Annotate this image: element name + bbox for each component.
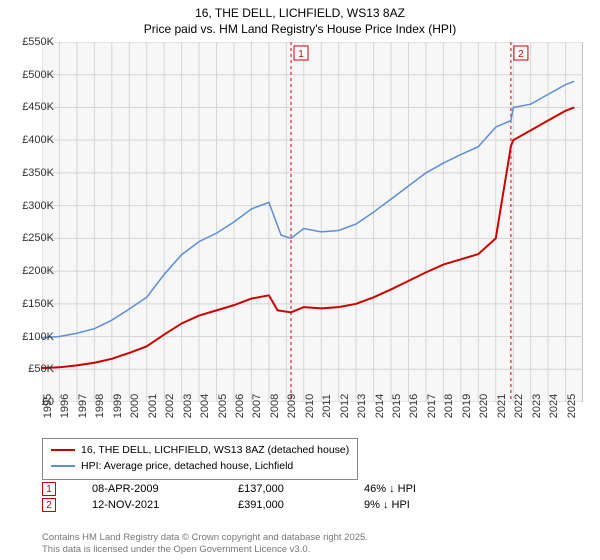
sales-row: 2 12-NOV-2021 £391,000 9% ↓ HPI [42,498,416,512]
y-tick-label: £200K [22,265,54,277]
y-tick-label: £550K [22,36,54,48]
x-tick-label: 2007 [251,394,263,418]
legend-label-hpi: HPI: Average price, detached house, Lich… [81,460,293,472]
y-tick-label: £500K [22,69,54,81]
x-tick-label: 2004 [199,394,211,418]
x-tick-label: 1999 [112,394,124,418]
x-tick-label: 2024 [548,394,560,418]
x-tick-label: 1997 [77,394,89,418]
x-tick-label: 2008 [269,394,281,418]
sales-table: 1 08-APR-2009 £137,000 46% ↓ HPI 2 12-NOV-202… [42,480,416,514]
legend: 16, THE DELL, LICHFIELD, WS13 8AZ (detac… [42,438,358,480]
x-tick-label: 2014 [374,394,386,418]
footer-line-2: This data is licensed under the Open Gov… [42,544,310,555]
sales-date: 08-APR-2009 [92,483,202,495]
footer-text: Contains HM Land Registry data © Crown c… [42,532,368,556]
title-line-2: Price paid vs. HM Land Registry's House … [144,22,456,36]
sales-date: 12-NOV-2021 [92,499,202,511]
chart-title: 16, THE DELL, LICHFIELD, WS13 8AZ Price … [0,0,600,37]
y-tick-label: £450K [22,101,54,113]
x-tick-label: 2002 [164,394,176,418]
x-tick-label: 2020 [478,394,490,418]
legend-swatch-property [51,449,75,451]
legend-label-property: 16, THE DELL, LICHFIELD, WS13 8AZ (detac… [81,444,349,456]
sales-diff: 46% ↓ HPI [364,483,416,495]
x-tick-label: 2000 [129,394,141,418]
x-tick-label: 2019 [461,394,473,418]
legend-item-hpi: HPI: Average price, detached house, Lich… [51,459,349,475]
x-tick-label: 2006 [234,394,246,418]
x-tick-label: 2003 [182,394,194,418]
x-tick-label: 2005 [217,394,229,418]
legend-item-property: 16, THE DELL, LICHFIELD, WS13 8AZ (detac… [51,443,349,459]
x-tick-label: 2023 [531,394,543,418]
x-tick-label: 2025 [566,394,578,418]
sales-price: £391,000 [238,499,328,511]
legend-swatch-hpi [51,465,75,467]
sales-price: £137,000 [238,483,328,495]
marker-box-icon: 1 [42,482,56,496]
x-tick-label: 2012 [339,394,351,418]
x-tick-label: 1995 [42,394,54,418]
x-tick-label: 2001 [147,394,159,418]
sales-diff: 9% ↓ HPI [364,499,410,511]
y-tick-label: £150K [22,298,54,310]
x-tick-label: 2015 [391,394,403,418]
x-tick-label: 2018 [443,394,455,418]
sales-row: 1 08-APR-2009 £137,000 46% ↓ HPI [42,482,416,496]
x-tick-label: 2016 [408,394,420,418]
svg-text:1: 1 [298,49,304,60]
footer-line-1: Contains HM Land Registry data © Crown c… [42,532,368,543]
title-line-1: 16, THE DELL, LICHFIELD, WS13 8AZ [195,6,405,20]
y-tick-label: £100K [22,331,54,343]
x-tick-label: 2022 [513,394,525,418]
svg-text:2: 2 [518,49,524,60]
y-tick-label: £250K [22,232,54,244]
x-tick-label: 1998 [94,394,106,418]
x-tick-label: 1996 [59,394,71,418]
y-tick-label: £350K [22,167,54,179]
marker-box-icon: 2 [42,498,56,512]
chart-container: 16, THE DELL, LICHFIELD, WS13 8AZ Price … [0,0,600,560]
x-tick-label: 2009 [286,394,298,418]
chart-svg: 12 [42,42,583,402]
x-tick-label: 2013 [356,394,368,418]
x-tick-label: 2011 [321,394,333,418]
y-tick-label: £300K [22,200,54,212]
x-tick-label: 2021 [496,394,508,418]
x-tick-label: 2010 [304,394,316,418]
y-tick-label: £50K [28,363,54,375]
y-tick-label: £400K [22,134,54,146]
x-tick-label: 2017 [426,394,438,418]
